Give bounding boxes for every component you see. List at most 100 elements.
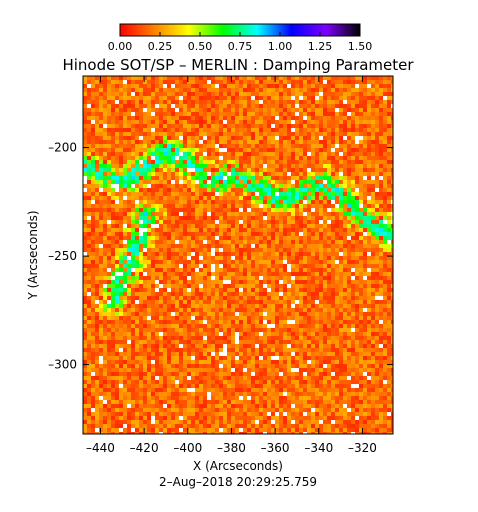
map-pixel <box>159 308 163 312</box>
map-pixel <box>231 228 235 232</box>
map-pixel <box>307 192 311 196</box>
map-pixel <box>351 160 355 164</box>
map-pixel <box>91 112 95 116</box>
map-pixel <box>303 276 307 280</box>
map-pixel <box>251 276 255 280</box>
map-pixel <box>223 176 227 180</box>
map-pixel <box>335 80 339 84</box>
map-pixel <box>231 324 235 328</box>
map-pixel <box>131 144 135 148</box>
map-pixel <box>127 280 131 284</box>
map-pixel <box>127 76 131 80</box>
map-pixel <box>83 260 87 264</box>
map-pixel <box>275 152 279 156</box>
map-pixel <box>99 136 103 140</box>
map-pixel <box>115 204 119 208</box>
map-pixel <box>183 200 187 204</box>
map-pixel <box>243 120 247 124</box>
map-pixel <box>127 248 131 252</box>
map-pixel <box>247 152 251 156</box>
map-pixel <box>123 156 127 160</box>
map-pixel <box>171 80 175 84</box>
map-pixel <box>135 168 139 172</box>
map-pixel <box>299 280 303 284</box>
map-pixel <box>115 236 119 240</box>
map-pixel <box>239 288 243 292</box>
map-pixel <box>347 312 351 316</box>
map-pixel <box>179 220 183 224</box>
map-pixel <box>375 124 379 128</box>
map-pixel <box>283 308 287 312</box>
map-pixel <box>243 124 247 128</box>
map-pixel <box>291 264 295 268</box>
map-pixel <box>327 88 331 92</box>
map-pixel <box>215 188 219 192</box>
map-pixel <box>327 288 331 292</box>
map-pixel <box>291 124 295 128</box>
map-pixel <box>359 228 363 232</box>
map-pixel <box>287 168 291 172</box>
map-pixel <box>175 280 179 284</box>
map-pixel <box>315 232 319 236</box>
map-pixel <box>283 220 287 224</box>
map-pixel <box>299 84 303 88</box>
map-pixel <box>115 256 119 260</box>
map-pixel <box>223 112 227 116</box>
map-pixel <box>83 140 87 144</box>
map-pixel <box>279 256 283 260</box>
map-pixel <box>239 244 243 248</box>
map-pixel <box>171 172 175 176</box>
map-pixel <box>275 192 279 196</box>
map-pixel <box>295 300 299 304</box>
map-pixel <box>147 180 151 184</box>
map-pixel <box>287 312 291 316</box>
map-pixel <box>99 252 103 256</box>
map-pixel <box>87 136 91 140</box>
map-pixel <box>215 284 219 288</box>
map-pixel <box>127 188 131 192</box>
map-pixel <box>135 172 139 176</box>
map-pixel <box>255 296 259 300</box>
map-pixel <box>159 160 163 164</box>
map-pixel <box>347 200 351 204</box>
map-pixel <box>251 184 255 188</box>
map-pixel <box>203 184 207 188</box>
map-pixel <box>287 248 291 252</box>
map-pixel <box>235 208 239 212</box>
map-pixel <box>263 300 267 304</box>
map-pixel <box>299 136 303 140</box>
map-pixel <box>191 296 195 300</box>
map-pixel <box>107 188 111 192</box>
map-pixel <box>319 100 323 104</box>
map-pixel <box>227 184 231 188</box>
map-pixel <box>179 212 183 216</box>
map-pixel <box>103 304 107 308</box>
map-pixel <box>175 300 179 304</box>
map-pixel <box>127 216 131 220</box>
map-pixel <box>383 256 387 260</box>
map-pixel <box>367 176 371 180</box>
map-pixel <box>343 172 347 176</box>
map-pixel <box>203 140 207 144</box>
map-pixel <box>103 132 107 136</box>
map-pixel <box>227 320 231 324</box>
map-pixel <box>227 252 231 256</box>
map-pixel <box>363 276 367 280</box>
map-pixel <box>111 200 115 204</box>
map-pixel <box>83 296 87 300</box>
map-pixel <box>163 304 167 308</box>
map-pixel <box>315 320 319 324</box>
map-pixel <box>339 308 343 312</box>
map-pixel <box>239 96 243 100</box>
map-pixel <box>223 76 227 80</box>
map-pixel <box>103 144 107 148</box>
map-pixel <box>295 232 299 236</box>
map-pixel <box>179 180 183 184</box>
map-pixel <box>355 100 359 104</box>
map-pixel <box>303 160 307 164</box>
map-pixel <box>223 116 227 120</box>
map-pixel <box>307 308 311 312</box>
map-pixel <box>135 164 139 168</box>
map-pixel <box>303 172 307 176</box>
map-pixel <box>215 244 219 248</box>
